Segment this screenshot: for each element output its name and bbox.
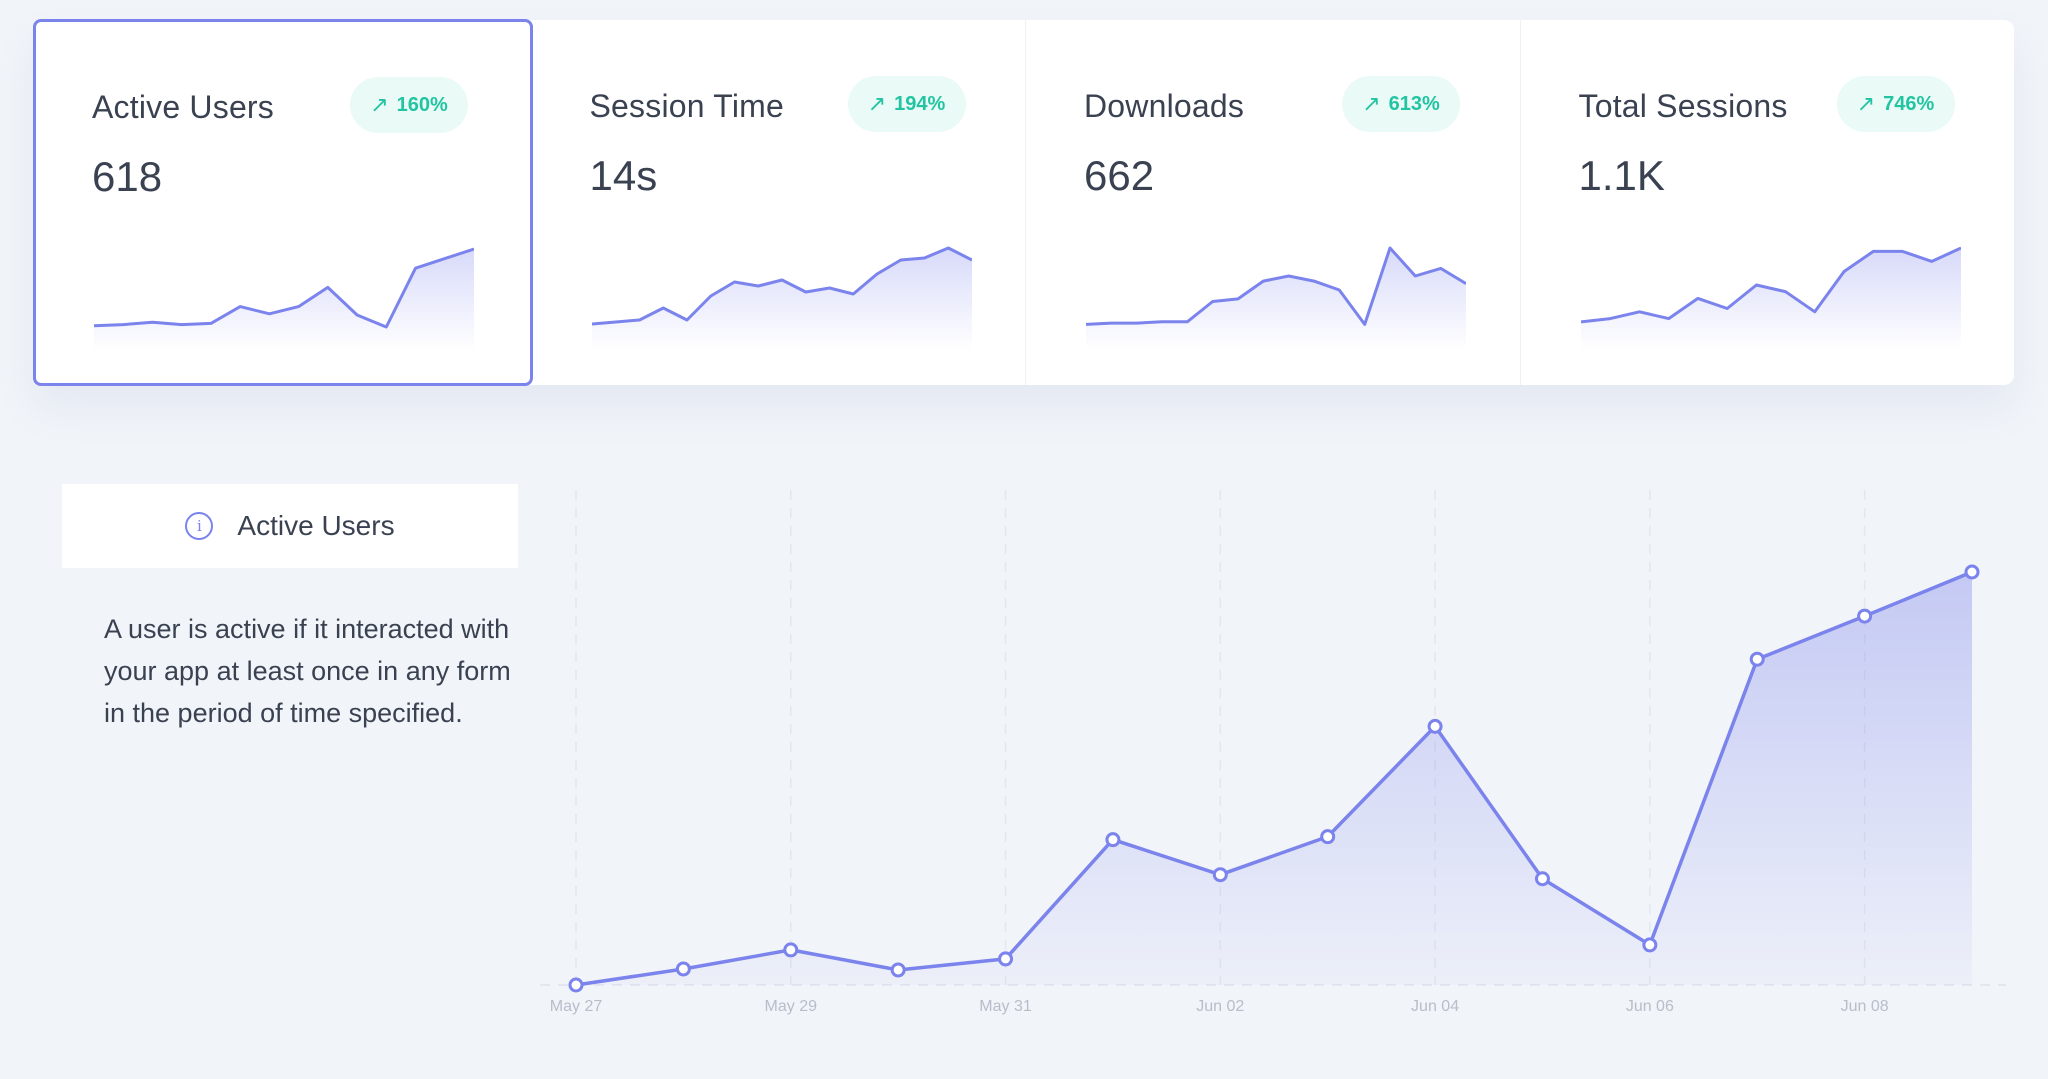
sparkline — [1580, 246, 1961, 350]
info-icon: i — [185, 512, 214, 540]
sparkline — [1086, 246, 1466, 350]
trend-badge: ↗ 746% — [1836, 76, 1955, 132]
x-tick-label: Jun 02 — [1196, 998, 1244, 1015]
badge-value: 613% — [1388, 92, 1440, 115]
x-tick-label: Jun 06 — [1626, 998, 1674, 1015]
data-point[interactable] — [1534, 871, 1550, 887]
data-point[interactable] — [783, 942, 799, 958]
badge-value: 746% — [1883, 92, 1935, 115]
stat-cards: Active Users ↗ 160% 618 Session Time ↗ 194… — [33, 19, 2015, 386]
badge-value: 160% — [396, 93, 448, 116]
data-point[interactable] — [1212, 867, 1228, 883]
x-tick-label: May 29 — [765, 998, 818, 1015]
data-point[interactable] — [1642, 937, 1658, 953]
arrow-up-right-icon: ↗ — [867, 91, 887, 116]
series-line — [575, 570, 1973, 987]
stat-card-active-users[interactable]: Active Users ↗ 160% 618 — [33, 19, 533, 386]
badge-value: 194% — [894, 92, 946, 115]
info-description: A user is active if it interacted with y… — [104, 614, 511, 728]
sparkline-line — [1086, 246, 1466, 326]
card-title: Total Sessions — [1578, 88, 1788, 124]
data-point[interactable] — [1427, 718, 1443, 734]
data-point[interactable] — [568, 977, 584, 993]
data-point[interactable] — [1964, 564, 1980, 580]
sparkline-area — [1580, 248, 1961, 350]
x-tick-label: Jun 08 — [1841, 998, 1889, 1015]
arrow-up-right-icon: ↗ — [1856, 91, 1876, 116]
stat-card-downloads[interactable]: Downloads ↗ 613% 662 — [1026, 20, 1521, 385]
sparkline — [94, 247, 474, 351]
sparkline-line — [591, 246, 972, 326]
sparkline-area — [94, 249, 474, 351]
sparkline-line — [1580, 246, 1961, 324]
sparkline-line — [94, 247, 474, 329]
data-point[interactable] — [1857, 608, 1873, 624]
card-title: Session Time — [589, 88, 784, 124]
data-point[interactable] — [675, 961, 691, 977]
info-title: Active Users — [237, 510, 395, 541]
data-point[interactable] — [1320, 829, 1336, 845]
sparkline-area — [591, 248, 972, 350]
arrow-up-right-icon: ↗ — [370, 92, 389, 117]
stat-card-session-time[interactable]: Session Time ↗ 194% 14s — [532, 20, 1026, 385]
data-point[interactable] — [1105, 832, 1121, 848]
series-area — [576, 572, 1972, 985]
info-header: i Active Users — [62, 484, 518, 568]
sparkline — [591, 246, 972, 350]
card-value: 14s — [589, 152, 658, 199]
arrow-up-right-icon: ↗ — [1362, 91, 1381, 116]
card-value: 662 — [1084, 152, 1155, 199]
card-title: Downloads — [1084, 88, 1245, 124]
data-point[interactable] — [998, 951, 1014, 967]
x-tick-label: May 27 — [550, 998, 603, 1015]
card-value: 618 — [92, 153, 163, 200]
data-point[interactable] — [890, 962, 906, 978]
trend-badge: ↗ 160% — [350, 77, 468, 133]
data-point[interactable] — [1749, 651, 1765, 667]
trend-badge: ↗ 194% — [847, 76, 966, 132]
trend-badge: ↗ 613% — [1342, 76, 1460, 132]
stat-card-total-sessions[interactable]: Total Sessions ↗ 746% 1.1K — [1521, 20, 2015, 385]
active-users-chart: May 27 May 29 May 31 Jun 02 Jun 04 Jun 06 Jun … — [540, 490, 2006, 1015]
x-tick-label: May 31 — [979, 998, 1032, 1015]
card-title: Active Users — [92, 89, 274, 125]
card-value: 1.1K — [1578, 152, 1665, 199]
sparkline-area — [1086, 248, 1466, 350]
x-tick-label: Jun 04 — [1411, 998, 1459, 1015]
